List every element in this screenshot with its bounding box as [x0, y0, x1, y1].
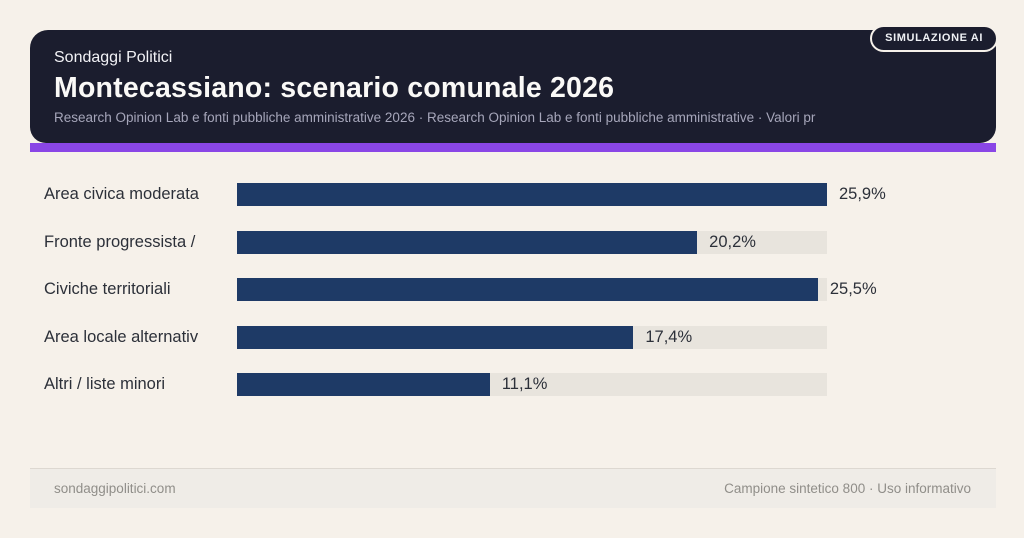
header-card: Sondaggi Politici Montecassiano: scenari… [30, 30, 996, 143]
footer-source-link: sondaggipolitici.com [54, 481, 176, 496]
bar-track: 20,2% [237, 230, 827, 254]
chart-row: Area civica moderata 25,9% [0, 183, 1024, 206]
chart-row: Fronte progressista / 20,2% [0, 230, 1024, 254]
chart-row: Civiche territoriali 25,5% [0, 278, 1024, 301]
bar-track: 25,9% [237, 183, 886, 206]
page-subtitle: Research Opinion Lab e fonti pubbliche a… [54, 110, 816, 125]
value-bar [237, 183, 827, 206]
footer-sample-note: Campione sintetico 800 · Uso informativo [724, 481, 971, 496]
chart-row: Area locale alternativ 17,4% [0, 325, 1024, 349]
value-label: 20,2% [709, 232, 756, 251]
category-label: Civiche territoriali [44, 280, 171, 298]
chart-row: Altri / liste minori 11,1% [0, 373, 1024, 396]
value-label: 11,1% [501, 375, 548, 393]
value-label: 25,5% [829, 280, 877, 298]
value-bar [237, 230, 698, 254]
category-label: Altri / liste minori [44, 375, 166, 393]
bar-track: 17,4% [237, 325, 827, 349]
poll-bar-chart: Area civica moderata 25,9% Fronte progress… [0, 183, 1024, 421]
page-title: Montecassiano: scenario comunale 2026 [54, 72, 615, 104]
category-label: Area locale alternativ [44, 327, 199, 346]
category-label: Fronte progressista / [44, 232, 196, 251]
simulation-ai-badge: SIMULAZIONE AI [870, 25, 998, 52]
footer-bar: sondaggipolitici.com Campione sintetico … [30, 468, 996, 508]
value-bar [237, 278, 818, 301]
accent-divider [30, 143, 996, 152]
value-bar [237, 325, 634, 349]
bar-track: 25,5% [237, 278, 877, 301]
brand-label: Sondaggi Politici [54, 49, 173, 66]
value-label: 17,4% [645, 327, 693, 346]
value-label: 25,9% [839, 185, 886, 203]
category-label: Area civica moderata [44, 185, 199, 203]
bar-track: 11,1% [237, 373, 827, 396]
value-bar [237, 373, 490, 396]
